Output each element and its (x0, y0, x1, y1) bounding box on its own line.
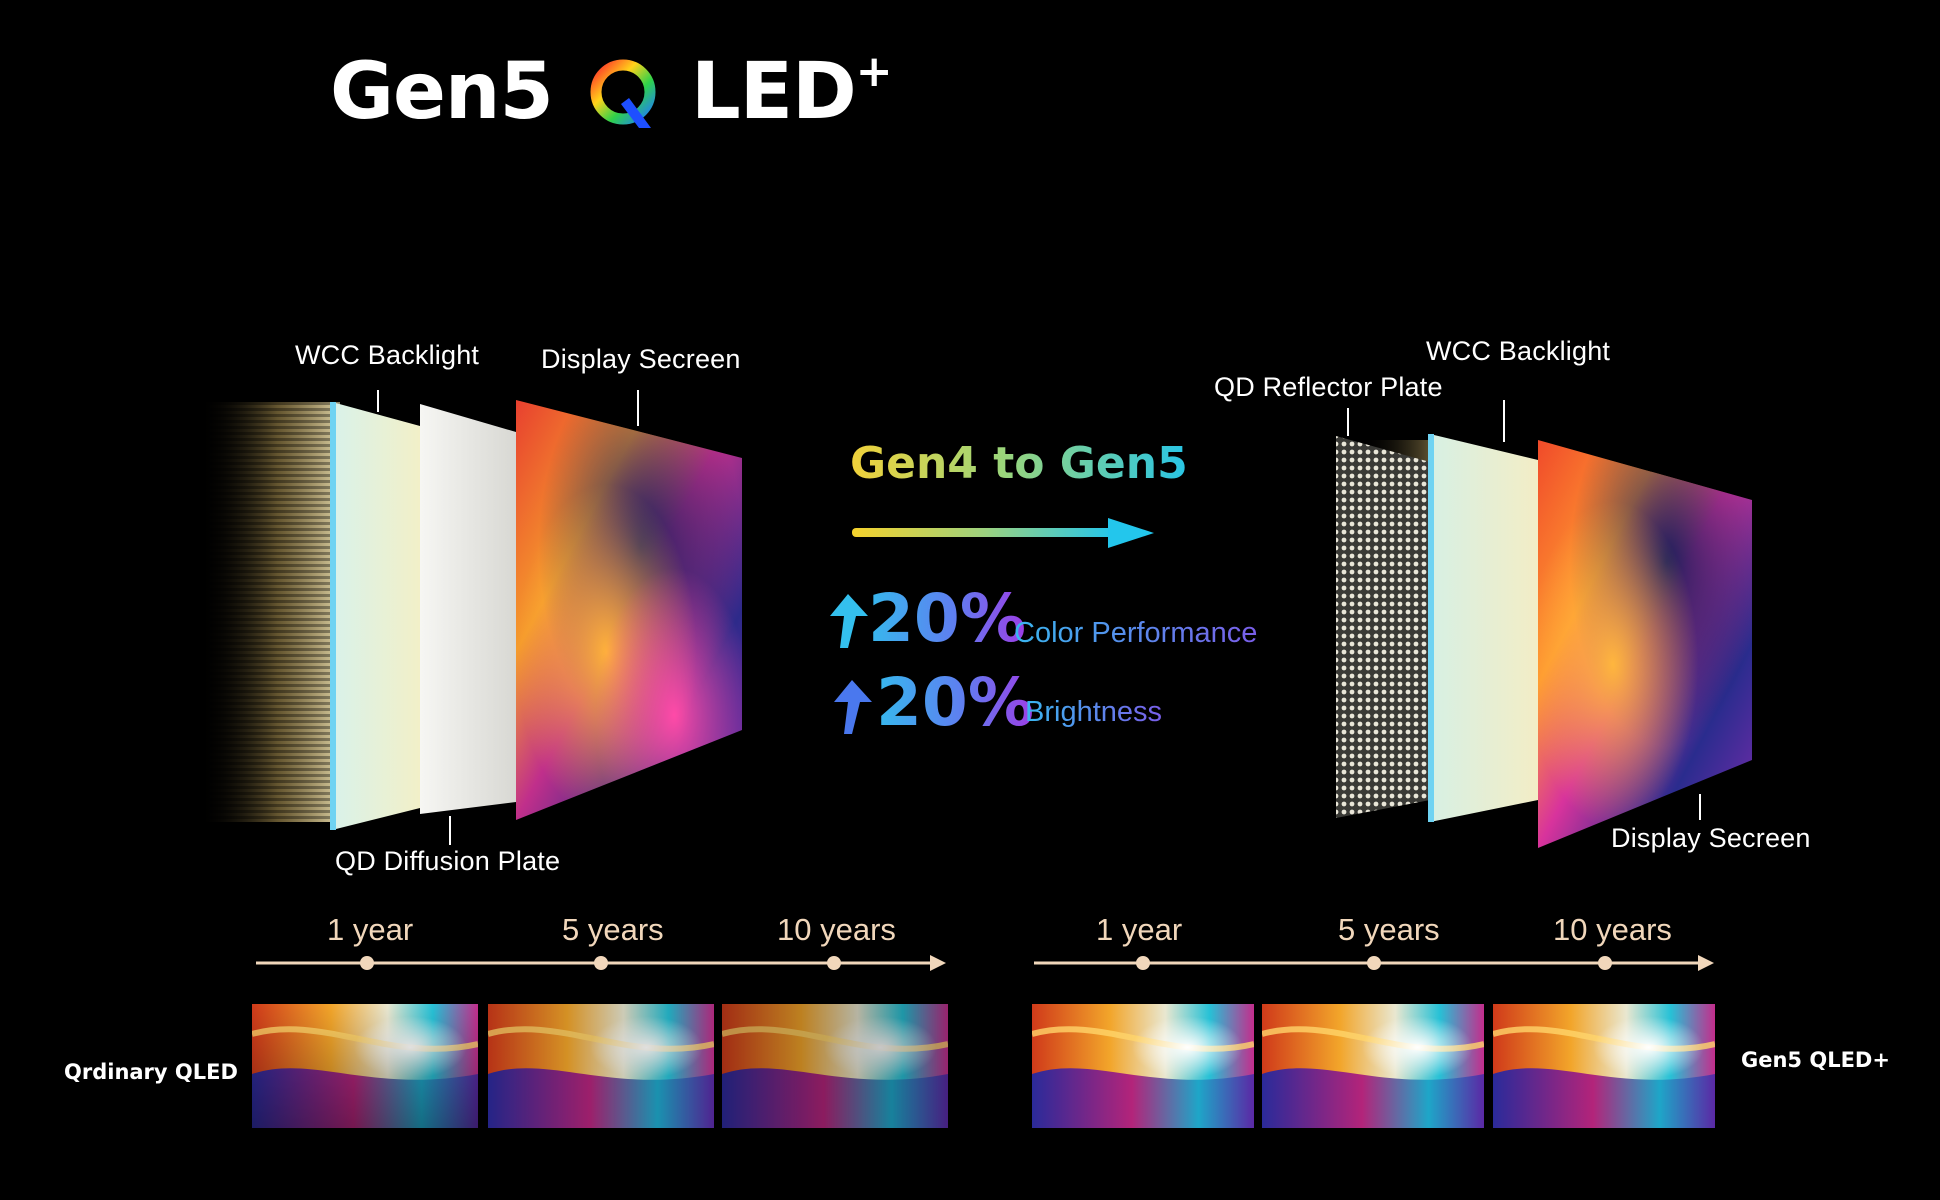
right-qd-reflector-label: QD Reflector Plate (1214, 372, 1443, 402)
right-display-screen-label: Display Secreen (1611, 823, 1811, 853)
q-logo-icon (590, 59, 656, 128)
timeline-left-10years: 10 years (777, 912, 896, 947)
timeline-left-axis (256, 955, 946, 971)
timeline-right-1year: 1 year (1096, 912, 1183, 947)
page-title: Gen5 LED+ (330, 42, 893, 142)
timeline-right-5years: 5 years (1338, 912, 1440, 947)
thumbnail-gen5-5years (1262, 1004, 1484, 1128)
row-label-gen5: Gen5 QLED+ (1741, 1048, 1890, 1072)
brightness-percent: 20% (876, 664, 1034, 741)
transition-arrow (852, 518, 1154, 548)
up-arrow-icon (830, 594, 868, 648)
right-wcc-backlight-label: WCC Backlight (1426, 336, 1611, 366)
thumbnail-ordinary-1year (252, 1004, 478, 1128)
left-qd-diffusion-label: QD Diffusion Plate (335, 846, 561, 876)
left-wcc-backlight-label: WCC Backlight (295, 340, 480, 370)
left-display-screen-label: Display Secreen (541, 344, 741, 374)
color-performance-label: Color Performance (1014, 617, 1258, 649)
color-percent: 20% (868, 580, 1026, 657)
row-label-ordinary: Qrdinary QLED (64, 1060, 238, 1084)
thumbnail-gen5-10years (1493, 1004, 1715, 1128)
up-arrow-icon (834, 680, 872, 734)
timeline-left-5years: 5 years (562, 912, 664, 947)
right-layer-diagram (1336, 400, 1752, 848)
timeline-right-10years: 10 years (1553, 912, 1672, 947)
thumbnail-ordinary-10years (722, 1004, 948, 1128)
thumbnail-gen5-1year (1032, 1004, 1254, 1128)
gen4-to-gen5-title: Gen4 to Gen5 (850, 438, 1188, 489)
thumbnail-ordinary-5years (488, 1004, 714, 1128)
title-plus: + (855, 46, 893, 97)
timeline-right-axis (1034, 955, 1714, 971)
brightness-label: Brightness (1025, 696, 1163, 728)
title-prefix: Gen5 (330, 47, 554, 137)
title-suffix: LED (691, 47, 857, 137)
timeline-left-1year: 1 year (327, 912, 414, 947)
left-layer-diagram (200, 390, 742, 845)
